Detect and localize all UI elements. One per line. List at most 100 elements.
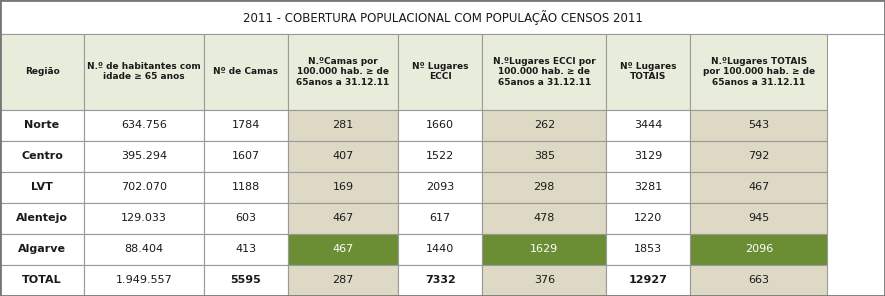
Text: 1784: 1784: [231, 120, 260, 130]
Text: LVT: LVT: [31, 182, 53, 192]
Text: 3129: 3129: [635, 151, 662, 161]
FancyBboxPatch shape: [0, 0, 885, 34]
FancyBboxPatch shape: [690, 141, 827, 172]
Text: 3444: 3444: [634, 120, 663, 130]
Text: TOTAL: TOTAL: [22, 276, 62, 285]
FancyBboxPatch shape: [288, 234, 398, 265]
FancyBboxPatch shape: [0, 110, 84, 141]
Text: 407: 407: [332, 151, 354, 161]
FancyBboxPatch shape: [606, 141, 690, 172]
FancyBboxPatch shape: [606, 203, 690, 234]
FancyBboxPatch shape: [0, 172, 84, 203]
Text: 3281: 3281: [635, 182, 662, 192]
FancyBboxPatch shape: [398, 34, 482, 110]
FancyBboxPatch shape: [84, 172, 204, 203]
Text: 1660: 1660: [427, 120, 454, 130]
FancyBboxPatch shape: [84, 203, 204, 234]
Text: 603: 603: [235, 213, 256, 223]
Text: 395.294: 395.294: [120, 151, 167, 161]
FancyBboxPatch shape: [0, 203, 84, 234]
FancyBboxPatch shape: [204, 34, 288, 110]
FancyBboxPatch shape: [84, 265, 204, 296]
Text: 2093: 2093: [427, 182, 454, 192]
FancyBboxPatch shape: [204, 234, 288, 265]
Text: Norte: Norte: [25, 120, 59, 130]
Text: 376: 376: [534, 276, 555, 285]
Text: 2096: 2096: [745, 244, 773, 254]
Text: 467: 467: [332, 213, 354, 223]
FancyBboxPatch shape: [690, 265, 827, 296]
Text: 262: 262: [534, 120, 555, 130]
FancyBboxPatch shape: [398, 141, 482, 172]
Text: 1.949.557: 1.949.557: [115, 276, 173, 285]
FancyBboxPatch shape: [690, 234, 827, 265]
Text: Nº Lugares
TOTAIS: Nº Lugares TOTAIS: [620, 62, 676, 81]
FancyBboxPatch shape: [204, 172, 288, 203]
Text: N.º de habitantes com
idade ≥ 65 anos: N.º de habitantes com idade ≥ 65 anos: [87, 62, 201, 81]
FancyBboxPatch shape: [288, 141, 398, 172]
Text: 663: 663: [749, 276, 769, 285]
Text: 1188: 1188: [232, 182, 259, 192]
Text: N.ºLugares TOTAIS
por 100.000 hab. ≥ de
65anos a 31.12.11: N.ºLugares TOTAIS por 100.000 hab. ≥ de …: [703, 57, 815, 87]
Text: 617: 617: [430, 213, 450, 223]
Text: N.ºCamas por
100.000 hab. ≥ de
65anos a 31.12.11: N.ºCamas por 100.000 hab. ≥ de 65anos a …: [296, 57, 389, 87]
FancyBboxPatch shape: [0, 234, 84, 265]
Text: 1440: 1440: [427, 244, 454, 254]
Text: Alentejo: Alentejo: [16, 213, 68, 223]
Text: Região: Região: [25, 67, 59, 76]
Text: 543: 543: [749, 120, 769, 130]
FancyBboxPatch shape: [482, 234, 606, 265]
Text: 281: 281: [332, 120, 354, 130]
FancyBboxPatch shape: [482, 265, 606, 296]
FancyBboxPatch shape: [288, 34, 398, 110]
Text: Centro: Centro: [21, 151, 63, 161]
FancyBboxPatch shape: [690, 34, 827, 110]
FancyBboxPatch shape: [288, 172, 398, 203]
Text: 287: 287: [332, 276, 354, 285]
FancyBboxPatch shape: [482, 110, 606, 141]
Text: 1522: 1522: [427, 151, 454, 161]
Text: 129.033: 129.033: [121, 213, 166, 223]
Text: 945: 945: [748, 213, 770, 223]
FancyBboxPatch shape: [606, 234, 690, 265]
Text: 5595: 5595: [230, 276, 261, 285]
FancyBboxPatch shape: [482, 172, 606, 203]
Text: 1220: 1220: [635, 213, 662, 223]
FancyBboxPatch shape: [690, 110, 827, 141]
FancyBboxPatch shape: [204, 141, 288, 172]
Text: 385: 385: [534, 151, 555, 161]
Text: 169: 169: [333, 182, 353, 192]
FancyBboxPatch shape: [690, 203, 827, 234]
Text: Algarve: Algarve: [18, 244, 66, 254]
Text: 1629: 1629: [530, 244, 558, 254]
FancyBboxPatch shape: [84, 234, 204, 265]
Text: 792: 792: [748, 151, 770, 161]
FancyBboxPatch shape: [606, 172, 690, 203]
FancyBboxPatch shape: [482, 34, 606, 110]
FancyBboxPatch shape: [482, 141, 606, 172]
FancyBboxPatch shape: [204, 203, 288, 234]
Text: 634.756: 634.756: [121, 120, 166, 130]
Text: 88.404: 88.404: [124, 244, 164, 254]
FancyBboxPatch shape: [204, 110, 288, 141]
Text: 2011 - COBERTURA POPULACIONAL COM POPULAÇÃO CENSOS 2011: 2011 - COBERTURA POPULACIONAL COM POPULA…: [242, 9, 643, 25]
FancyBboxPatch shape: [398, 172, 482, 203]
Text: 12927: 12927: [629, 276, 667, 285]
FancyBboxPatch shape: [606, 265, 690, 296]
FancyBboxPatch shape: [84, 141, 204, 172]
FancyBboxPatch shape: [606, 34, 690, 110]
FancyBboxPatch shape: [0, 141, 84, 172]
Text: N.ºLugares ECCI por
100.000 hab. ≥ de
65anos a 31.12.11: N.ºLugares ECCI por 100.000 hab. ≥ de 65…: [493, 57, 596, 87]
Text: 467: 467: [748, 182, 770, 192]
FancyBboxPatch shape: [0, 34, 84, 110]
FancyBboxPatch shape: [398, 234, 482, 265]
Text: Nº Lugares
ECCI: Nº Lugares ECCI: [412, 62, 468, 81]
FancyBboxPatch shape: [84, 110, 204, 141]
Text: 1607: 1607: [232, 151, 259, 161]
FancyBboxPatch shape: [482, 203, 606, 234]
Text: 467: 467: [332, 244, 354, 254]
FancyBboxPatch shape: [690, 172, 827, 203]
Text: 413: 413: [235, 244, 256, 254]
Text: Nº de Camas: Nº de Camas: [213, 67, 278, 76]
FancyBboxPatch shape: [288, 110, 398, 141]
